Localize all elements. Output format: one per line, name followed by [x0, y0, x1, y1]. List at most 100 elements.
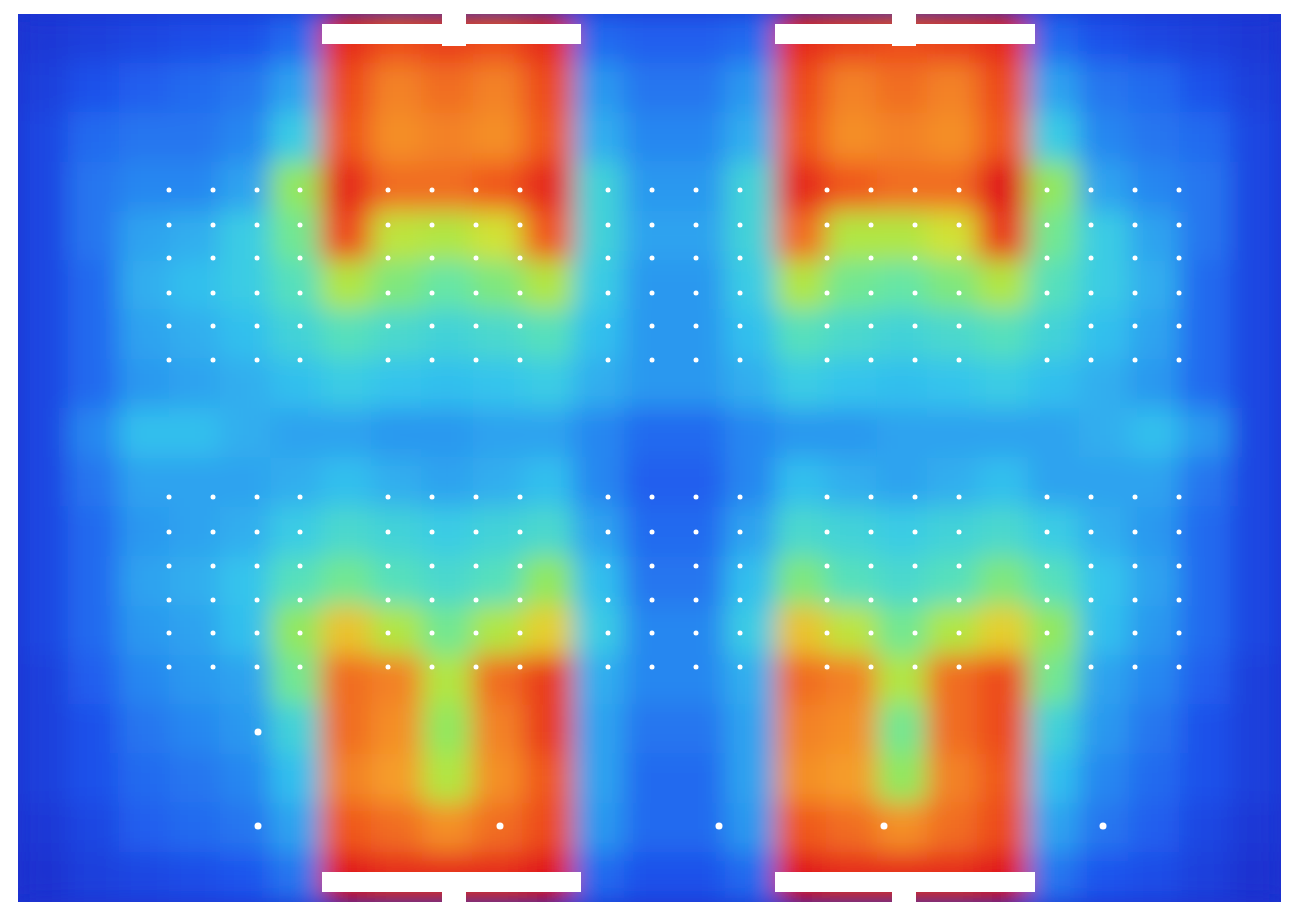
probe-point [211, 564, 216, 569]
field-cell [674, 852, 726, 902]
field-cell [725, 704, 777, 754]
probe-point [694, 358, 699, 363]
probe-point [1177, 530, 1182, 535]
probe-point [430, 530, 435, 535]
field-cell [220, 211, 272, 261]
probe-point [167, 188, 172, 193]
field-cell [422, 704, 474, 754]
field-cell [270, 14, 322, 64]
probe-point [255, 665, 260, 670]
field-cell [876, 211, 928, 261]
probe-point [606, 495, 611, 500]
probe-point [869, 223, 874, 228]
field-cell [472, 408, 524, 458]
field-cell [523, 359, 575, 409]
field-cell [1078, 260, 1130, 310]
probe-point [474, 291, 479, 296]
field-cell [119, 14, 171, 64]
field-cell [1129, 754, 1181, 804]
diffuser-gap [442, 890, 466, 917]
field-cell [321, 112, 373, 162]
field-cell [1230, 458, 1281, 508]
probe-point [298, 188, 303, 193]
field-cell [1230, 359, 1281, 409]
field-cell [68, 63, 120, 113]
probe-point [869, 324, 874, 329]
probe-point [913, 324, 918, 329]
field-cell [1179, 112, 1231, 162]
field-cell [472, 310, 524, 360]
field-cell [1179, 310, 1231, 360]
field-cell [169, 14, 221, 64]
field-cell [1078, 655, 1130, 705]
field-cell [1129, 112, 1181, 162]
probe-point [913, 530, 918, 535]
field-cell [674, 112, 726, 162]
field-cell [725, 852, 777, 902]
probe-point [211, 631, 216, 636]
field-cell [18, 260, 69, 310]
field-cell [68, 655, 120, 705]
field-cell [624, 63, 676, 113]
field-cell [1028, 803, 1080, 853]
field-cell [573, 310, 625, 360]
field-cell [1028, 112, 1080, 162]
probe-point [1133, 256, 1138, 261]
field-cell [1179, 754, 1231, 804]
probe-point [825, 631, 830, 636]
field-cell [573, 112, 625, 162]
field-cell [270, 704, 322, 754]
field-cell [674, 408, 726, 458]
probe-point [869, 188, 874, 193]
field-cell [169, 704, 221, 754]
field-cell [321, 754, 373, 804]
field-cell [523, 606, 575, 656]
field-cell [169, 458, 221, 508]
probe-point [913, 256, 918, 261]
field-cell [1179, 211, 1231, 261]
field-cell [1179, 606, 1231, 656]
field-cell [674, 507, 726, 557]
field-cell [523, 507, 575, 557]
probe-point [430, 256, 435, 261]
field-cell [977, 63, 1029, 113]
field-cell [523, 556, 575, 606]
field-cell [270, 803, 322, 853]
field-cell [169, 408, 221, 458]
probe-point [211, 188, 216, 193]
field-cell [68, 704, 120, 754]
field-cell [472, 754, 524, 804]
field-cell [523, 754, 575, 804]
probe-point [298, 598, 303, 603]
field-cell [119, 310, 171, 360]
field-cell [725, 408, 777, 458]
field-cell [775, 260, 827, 310]
field-cell [876, 803, 928, 853]
probe-point [167, 256, 172, 261]
probe-point [518, 324, 523, 329]
field-cell [876, 162, 928, 212]
field-cell [220, 655, 272, 705]
field-cell [119, 754, 171, 804]
probe-point [518, 223, 523, 228]
figure [0, 0, 1299, 917]
field-cell [371, 655, 423, 705]
probe-point [298, 223, 303, 228]
field-cell [1129, 852, 1181, 902]
field-cell [775, 162, 827, 212]
field-cell [1078, 606, 1130, 656]
field-cell [775, 556, 827, 606]
probe-point [825, 598, 830, 603]
field-cell [422, 655, 474, 705]
probe-point [913, 598, 918, 603]
field-cell [977, 162, 1029, 212]
field-cell [826, 556, 878, 606]
field-cell [927, 704, 979, 754]
field-cell [1230, 655, 1281, 705]
field-cell [68, 606, 120, 656]
field-cell [18, 211, 69, 261]
probe-point [869, 665, 874, 670]
field-cell [573, 359, 625, 409]
field-cell [371, 408, 423, 458]
field-cell [68, 556, 120, 606]
